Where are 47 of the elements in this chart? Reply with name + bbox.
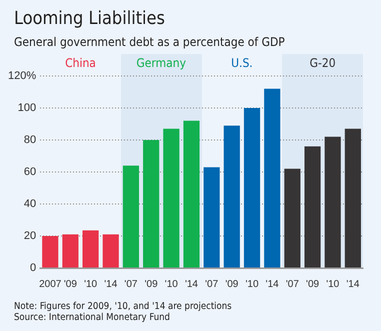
bar [324,136,341,268]
bar [264,88,280,268]
x-tick-label: '14 [184,278,198,290]
bar [344,128,361,268]
y-tick-label: 60 [24,166,36,178]
series-label: U.S. [231,56,253,70]
y-tick-label: 100 [18,102,36,114]
x-tick-label: '14 [346,278,360,290]
y-tick-label: 0 [30,262,36,274]
chart-subtitle: General government debt as a percentage of GDP [14,35,285,49]
text: Note: Figures for 2009, '10, and '14 are projections [14,301,232,312]
bar [244,108,260,268]
x-tick-label: 2007 [39,278,62,290]
y-tick-label: 40 [24,198,36,210]
chart-title: Looming Liabilities [14,8,165,29]
x-tick-label: '10 [84,278,98,290]
bar [284,168,300,268]
x-tick-label: '14 [266,278,280,290]
source-note: Source: International Monetary Fund [14,312,171,323]
bar [82,230,99,268]
x-tick-label: '07 [205,278,219,290]
y-tick-label: 20 [24,230,36,242]
bar [304,146,321,268]
x-tick-label: '14 [104,278,118,290]
bar [204,167,220,268]
text: G-20 [310,56,336,70]
x-tick-label: '10 [326,278,340,290]
bar [42,236,58,268]
bar [62,234,78,268]
bar [122,166,140,268]
y-tick-label: 80 [24,134,36,146]
bar [163,128,180,268]
y-tick-label: 120% [8,70,36,82]
x-tick-label: '10 [164,278,178,290]
x-tick-label: '07 [124,278,138,290]
text: China [65,56,96,70]
x-tick-label: '09 [225,278,239,290]
x-tick-label: '07 [286,278,300,290]
x-tick-label: '10 [245,278,259,290]
x-tick-label: '09 [144,278,158,290]
bar [224,126,240,268]
bar [102,234,119,268]
text: Germany [136,56,187,70]
x-tick-label: '09 [64,278,78,290]
x-tick-label: '09 [306,278,320,290]
bar [143,140,160,268]
bar [183,120,200,268]
